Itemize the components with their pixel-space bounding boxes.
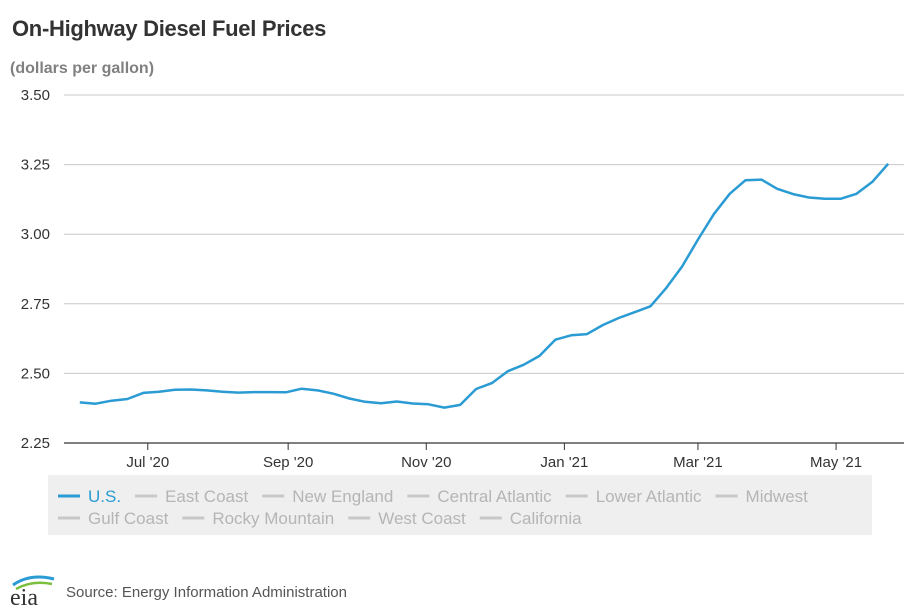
y-tick-label: 3.50 (21, 87, 50, 104)
legend-label: Lower Atlantic (596, 487, 702, 506)
x-tick-label: Jan '21 (540, 454, 588, 471)
legend: U.S. East Coast New England Central Atlanti… (48, 475, 872, 535)
source-text: Source: Energy Information Administratio… (66, 584, 347, 601)
legend-label: West Coast (378, 509, 466, 528)
legend-label: California (510, 509, 582, 528)
legend-item-california[interactable]: California (479, 509, 582, 528)
legend-label: Gulf Coast (88, 509, 169, 528)
legend-label: Rocky Mountain (212, 509, 334, 528)
x-tick-label: Jul '20 (126, 454, 169, 471)
x-tick-label: Mar '21 (673, 454, 723, 471)
legend-background (48, 475, 872, 535)
legend-label: Central Atlantic (437, 487, 552, 506)
x-tick-label: Sep '20 (263, 454, 313, 471)
y-tick-label: 2.25 (21, 435, 50, 452)
line-chart: 2.25 2.50 2.75 3.00 3.25 3.50 Jul '20 Sep '20 N… (21, 87, 904, 535)
y-tick-label: 2.75 (21, 296, 50, 313)
x-tick-label: May '21 (810, 454, 862, 471)
series-layer (79, 162, 890, 409)
legend-item-new-england[interactable]: New England (262, 487, 393, 506)
y-tick-label: 3.25 (21, 157, 50, 174)
grid-lines (64, 94, 904, 444)
x-tick-label: Nov '20 (401, 454, 451, 471)
legend-item-u-s-[interactable]: U.S. (58, 487, 121, 506)
x-axis: Jul '20 Sep '20 Nov '20 Jan '21 Mar '21 May '… (126, 443, 862, 471)
legend-item-lower-atlantic[interactable]: Lower Atlantic (565, 487, 702, 506)
legend-label: Midwest (746, 487, 809, 506)
chart-title: On-Highway Diesel Fuel Prices (12, 16, 327, 41)
legend-label: U.S. (88, 487, 121, 506)
legend-item-east-coast[interactable]: East Coast (135, 487, 248, 506)
y-axis: 2.25 2.50 2.75 3.00 3.25 3.50 (21, 87, 50, 452)
legend-item-midwest[interactable]: Midwest (715, 487, 809, 506)
eia-logo-icon: eia (10, 575, 55, 608)
legend-label: New England (292, 487, 393, 506)
eia-logo-text: eia (10, 585, 38, 608)
legend-item-west-coast[interactable]: West Coast (348, 509, 466, 528)
legend-item-rocky-mountain[interactable]: Rocky Mountain (182, 509, 334, 528)
y-tick-label: 3.00 (21, 226, 50, 243)
chart-subtitle: (dollars per gallon) (10, 60, 155, 77)
legend-item-gulf-coast[interactable]: Gulf Coast (58, 509, 169, 528)
legend-label: East Coast (165, 487, 248, 506)
footer: eia Source: Energy Information Administr… (8, 572, 608, 608)
y-tick-label: 2.50 (21, 365, 50, 382)
series-line-us (79, 162, 890, 409)
legend-item-central-atlantic[interactable]: Central Atlantic (407, 487, 552, 506)
